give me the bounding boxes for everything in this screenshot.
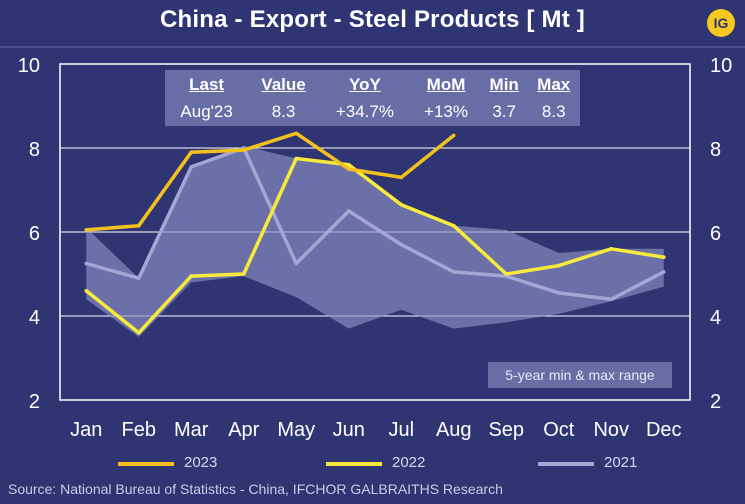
x-tick-label: Nov xyxy=(593,419,629,441)
data-point-2023 xyxy=(399,175,404,180)
data-point-2023 xyxy=(346,167,351,171)
x-tick-label: Feb xyxy=(122,419,156,441)
x-tick-label: Sep xyxy=(488,419,524,441)
x-tick-label: Apr xyxy=(228,419,259,441)
data-point-2022 xyxy=(661,255,666,259)
stats-header-mom: MoM xyxy=(426,75,466,94)
stats-header-yoy: YoY xyxy=(349,75,381,94)
x-tick-label: Jan xyxy=(70,419,102,441)
data-point-2023 xyxy=(241,148,246,152)
source-note: Source: National Bureau of Statistics - … xyxy=(8,481,503,497)
data-point-2023 xyxy=(84,228,89,232)
stats-value-yoy: +34.7% xyxy=(335,102,395,121)
stats-value-row: Aug'23 8.3 +34.7% +13% 3.7 8.3 xyxy=(165,98,580,124)
data-point-2021 xyxy=(399,242,404,247)
y-tick-label-left: 2 xyxy=(29,391,40,413)
y-tick-label-right: 10 xyxy=(710,55,732,77)
data-point-2021 xyxy=(136,276,141,281)
legend-label-2023: 2023 xyxy=(184,454,218,471)
data-point-2022 xyxy=(504,272,509,276)
x-tick-label: Mar xyxy=(174,419,209,441)
data-point-2023 xyxy=(294,131,299,136)
stats-header-min: Min xyxy=(489,75,519,94)
legend-swatch-2021 xyxy=(538,462,594,466)
data-point-2022 xyxy=(241,272,246,276)
y-tick-label-right: 2 xyxy=(710,391,721,413)
data-point-2021 xyxy=(451,270,456,274)
series-line-2021 xyxy=(84,146,666,301)
stats-value-max: 8.3 xyxy=(541,102,566,121)
data-point-2022 xyxy=(609,247,614,251)
x-tick-label: May xyxy=(277,419,315,441)
x-tick-label: Aug xyxy=(436,419,472,441)
legend-swatch-2023 xyxy=(118,462,174,466)
data-point-2023 xyxy=(189,150,194,154)
data-point-2021 xyxy=(661,270,666,274)
data-point-2021 xyxy=(189,165,194,169)
y-tick-label-right: 4 xyxy=(710,307,721,329)
x-tick-label: Jul xyxy=(388,419,414,441)
stats-value-value: 8.3 xyxy=(271,102,296,121)
y-tick-label-left: 6 xyxy=(29,223,40,245)
title-bar: China - Export - Steel Products [ Mt ] I… xyxy=(0,0,745,48)
stats-value-min: 3.7 xyxy=(492,102,516,121)
ig-logo-icon: IG xyxy=(707,9,735,37)
legend-label-2021: 2021 xyxy=(604,454,638,471)
stats-value-mom: +13% xyxy=(424,102,468,121)
stats-header-value: Value xyxy=(261,75,306,94)
data-point-2022 xyxy=(84,289,89,293)
stats-header-row: Last Value YoY MoM Min Max xyxy=(165,70,580,98)
data-point-2022 xyxy=(294,156,299,161)
data-point-2022 xyxy=(399,202,404,207)
data-point-2022 xyxy=(451,223,456,228)
y-tick-label-right: 8 xyxy=(710,139,721,161)
data-point-2022 xyxy=(556,263,561,268)
stats-table: Last Value YoY MoM Min Max Aug'23 8.3 +3… xyxy=(165,70,580,126)
y-tick-label-left: 10 xyxy=(18,55,40,77)
data-point-2022 xyxy=(136,331,141,335)
data-point-2022 xyxy=(189,274,194,278)
data-point-2021 xyxy=(346,209,351,213)
legend-swatch-2022 xyxy=(326,462,382,466)
range-note: 5-year min & max range xyxy=(488,362,672,388)
legend-label-2022: 2022 xyxy=(392,454,426,471)
stats-header-max: Max xyxy=(537,75,571,94)
data-point-2022 xyxy=(346,163,351,167)
data-point-2023 xyxy=(451,133,456,138)
x-tick-label: Jun xyxy=(333,419,365,441)
data-point-2021 xyxy=(294,261,299,266)
y-tick-label-left: 8 xyxy=(29,139,40,161)
x-tick-label: Oct xyxy=(543,419,575,441)
range-band xyxy=(86,145,664,337)
data-point-2021 xyxy=(609,297,614,302)
data-point-2023 xyxy=(136,223,141,228)
stats-header-last: Last xyxy=(189,75,225,94)
x-tick-label: Dec xyxy=(646,419,682,441)
stats-value-last: Aug'23 xyxy=(180,102,233,121)
data-point-2021 xyxy=(84,261,89,266)
data-point-2021 xyxy=(556,291,561,295)
y-tick-label-left: 4 xyxy=(29,307,40,329)
chart-title: China - Export - Steel Products [ Mt ] xyxy=(160,6,585,33)
series-line-2022 xyxy=(84,156,666,335)
series-line-2023 xyxy=(84,131,456,232)
y-tick-label-right: 6 xyxy=(710,223,721,245)
